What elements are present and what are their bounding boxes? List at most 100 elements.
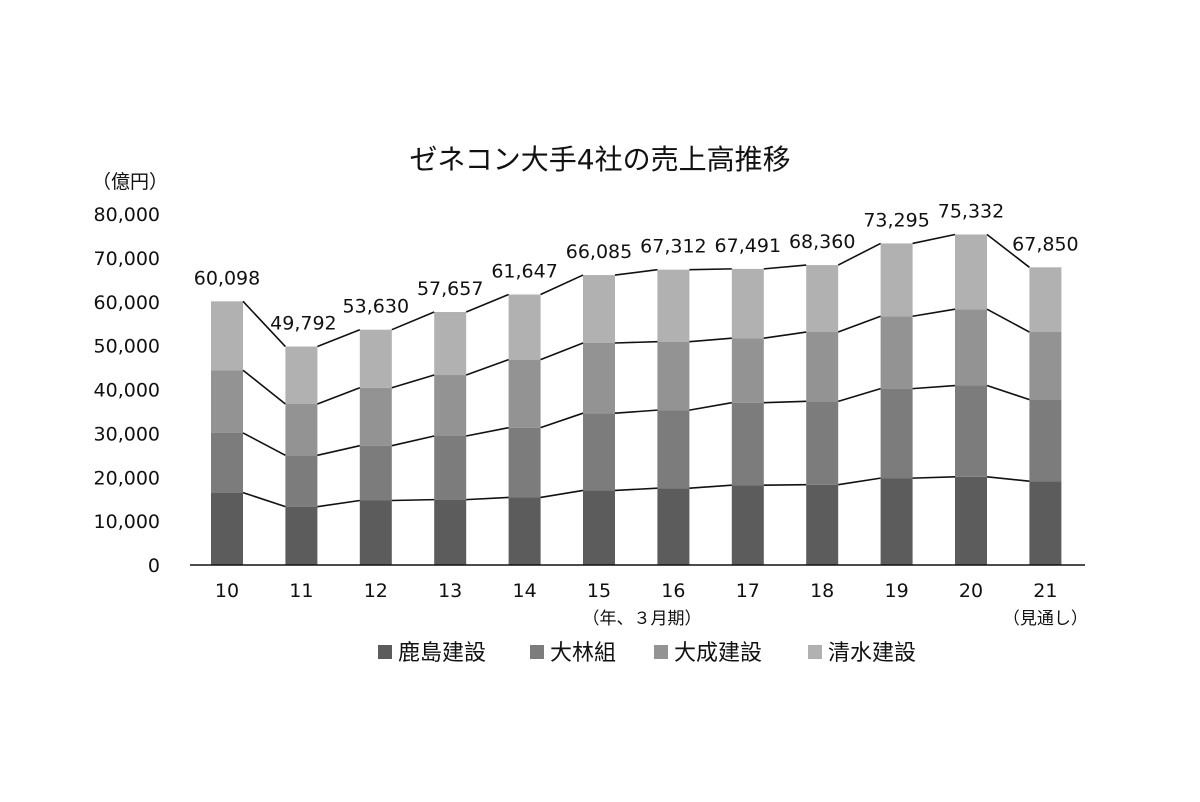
bar-segment-2: [434, 375, 466, 436]
bar-segment-3: [285, 347, 317, 404]
bar-segment-0: [434, 500, 466, 565]
x-tick-label: 10: [215, 580, 239, 602]
bar-segment-2: [881, 316, 913, 388]
connector-line-3: [913, 234, 955, 243]
total-label: 66,085: [566, 241, 632, 263]
bar-segment-2: [583, 343, 615, 413]
connector-line-3: [764, 265, 806, 269]
x-axis-note-forecast: （見通し）: [1003, 609, 1088, 629]
bar-segment-1: [434, 436, 466, 500]
x-tick-label: 13: [438, 580, 462, 602]
connector-line-0: [987, 477, 1029, 481]
total-label: 75,332: [938, 200, 1004, 222]
connector-line-1: [466, 428, 508, 436]
y-tick-label: 50,000: [94, 336, 160, 358]
total-label: 73,295: [863, 209, 929, 231]
y-tick-label: 10,000: [94, 511, 160, 533]
connector-line-0: [838, 478, 880, 485]
connector-line-1: [689, 403, 731, 410]
connector-line-0: [243, 493, 285, 507]
x-tick-label: 17: [736, 580, 760, 602]
x-tick-label: 19: [885, 580, 909, 602]
bar-segment-2: [657, 342, 689, 410]
bar-segment-1: [806, 401, 838, 484]
connector-line-2: [615, 342, 657, 343]
connector-line-2: [689, 338, 731, 342]
y-tick-label: 40,000: [94, 380, 160, 402]
connector-line-1: [541, 413, 583, 427]
bar-segment-0: [509, 497, 541, 565]
legend-label-0: 鹿島建設: [398, 641, 486, 666]
connector-line-1: [838, 389, 880, 402]
x-tick-label: 16: [661, 580, 685, 602]
y-tick-label: 0: [148, 555, 160, 577]
connector-line-1: [987, 386, 1029, 400]
legend-swatch-0: [378, 645, 392, 659]
x-tick-label: 12: [364, 580, 388, 602]
bar-segment-1: [881, 389, 913, 479]
x-axis-note-fiscal-year: （年、３月期）: [583, 609, 702, 629]
bar-segment-3: [955, 234, 987, 309]
bar-segment-0: [285, 507, 317, 565]
total-label: 67,491: [715, 235, 781, 257]
legend-label-2: 大成建設: [674, 641, 762, 666]
x-tick-label: 14: [513, 580, 537, 602]
y-axis-unit-label: （億円）: [92, 171, 168, 193]
total-label: 57,657: [417, 278, 483, 300]
bar-segment-1: [285, 455, 317, 506]
connector-line-2: [987, 309, 1029, 332]
legend-swatch-3: [808, 645, 822, 659]
bar-segment-3: [881, 243, 913, 316]
y-tick-label: 30,000: [94, 423, 160, 445]
total-label: 61,647: [491, 261, 557, 283]
connector-line-1: [764, 401, 806, 402]
connector-line-1: [243, 433, 285, 455]
connector-line-2: [764, 332, 806, 338]
x-tick-label: 18: [810, 580, 834, 602]
bar-segment-3: [509, 295, 541, 360]
bar-segment-1: [1029, 400, 1061, 482]
x-tick-label: 15: [587, 580, 611, 602]
connector-line-0: [466, 497, 508, 499]
legend-swatch-2: [654, 645, 668, 659]
bar-segment-0: [955, 477, 987, 565]
total-label: 60,098: [194, 267, 260, 289]
connector-line-1: [615, 410, 657, 413]
legend-swatch-1: [530, 645, 544, 659]
bar-segment-2: [806, 332, 838, 401]
y-tick-label: 60,000: [94, 292, 160, 314]
bar-segment-3: [583, 275, 615, 343]
bar-segment-1: [509, 428, 541, 498]
connector-line-0: [317, 501, 359, 507]
bar-segment-0: [806, 485, 838, 565]
bar-segment-1: [955, 386, 987, 477]
bar-segment-3: [657, 270, 689, 342]
bar-segment-3: [806, 265, 838, 332]
connector-line-2: [466, 360, 508, 375]
connector-line-0: [392, 500, 434, 501]
connector-line-0: [689, 485, 731, 488]
bar-segment-3: [360, 330, 392, 388]
total-label: 53,630: [343, 296, 409, 318]
connector-line-0: [615, 488, 657, 490]
bar-segment-1: [583, 413, 615, 490]
bar-segment-2: [732, 338, 764, 402]
y-tick-label: 80,000: [94, 204, 160, 226]
connector-line-2: [317, 388, 359, 404]
x-tick-label: 21: [1033, 580, 1057, 602]
total-label: 49,792: [270, 313, 336, 335]
connector-line-0: [913, 477, 955, 478]
bar-segment-1: [732, 403, 764, 485]
bar-segment-3: [211, 301, 243, 370]
bar-segment-2: [360, 388, 392, 446]
x-tick-label: 11: [289, 580, 313, 602]
total-label: 68,360: [789, 231, 855, 253]
bar-segment-1: [657, 410, 689, 488]
bar-segment-0: [732, 485, 764, 565]
connector-line-2: [243, 370, 285, 404]
connector-line-2: [392, 375, 434, 388]
total-label: 67,312: [640, 236, 706, 258]
legend-label-1: 大林組: [550, 641, 616, 666]
legend-label-3: 清水建設: [828, 641, 916, 666]
